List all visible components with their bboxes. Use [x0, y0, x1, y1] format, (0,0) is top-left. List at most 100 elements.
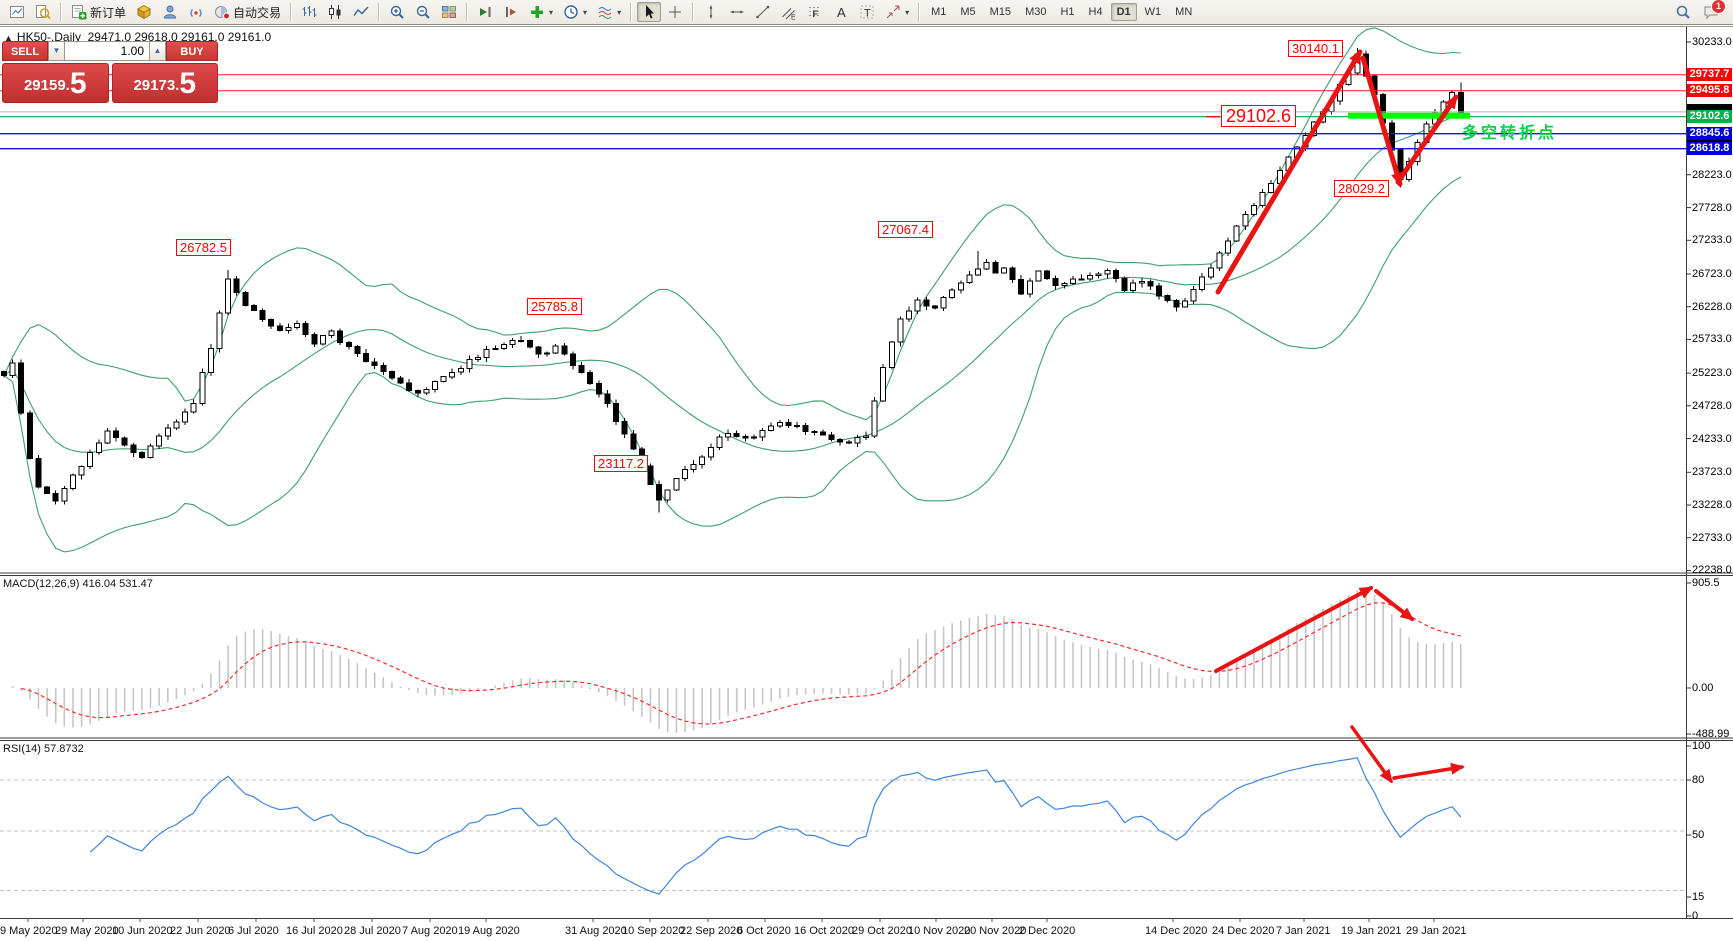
sell-price[interactable]: 29159. 5	[2, 63, 109, 103]
svg-text:A: A	[837, 5, 846, 20]
buy-button[interactable]: BUY	[166, 41, 218, 61]
price-axis-tick: 27728.0	[1692, 202, 1732, 214]
candle-chart-mode-button[interactable]	[323, 2, 347, 22]
price-badge-28845.6: 28845.6	[1687, 127, 1732, 140]
timeframe-m5-button[interactable]: M5	[960, 6, 976, 18]
timeframe-d1-button[interactable]: D1	[1110, 3, 1137, 21]
date-axis-label: 29 May 2020	[55, 925, 119, 937]
volume-decrease-button[interactable]: ▼	[48, 41, 65, 61]
horizontal-line-button[interactable]	[725, 2, 749, 22]
line-chart-mode-icon	[353, 4, 369, 20]
svg-text:E: E	[791, 15, 796, 21]
auto-scroll-button[interactable]	[473, 2, 497, 22]
new-chart-icon	[9, 4, 25, 20]
arrows-tool-button[interactable]: ▾	[881, 2, 913, 22]
tile-windows-icon	[441, 4, 457, 20]
chart-shift-button[interactable]	[499, 2, 523, 22]
date-axis-label: 7 Aug 2020	[402, 925, 458, 937]
chart-preview-button[interactable]	[31, 2, 55, 22]
periods-button[interactable]: ▾	[559, 2, 591, 22]
dropdown-caret-icon: ▾	[905, 7, 910, 17]
one-click-trade-panel: SELL ▼ 1.00 ▲ BUY 29159. 5 29173. 5	[2, 41, 218, 103]
chart-shift-icon	[503, 4, 519, 20]
turning-level-label[interactable]: 29102.6	[1221, 105, 1297, 127]
horizontal-line-icon	[729, 4, 745, 20]
bar-chart-mode-button[interactable]	[297, 2, 321, 22]
signals-icon	[188, 4, 204, 20]
sell-button[interactable]: SELL	[2, 41, 48, 61]
macd-axis-tick: 0.00	[1692, 682, 1714, 694]
collapse-trade-panel-icon[interactable]: ▲	[4, 33, 13, 43]
market-watch-button[interactable]	[132, 2, 156, 22]
price-annotation-label[interactable]: 30140.1	[1288, 40, 1343, 57]
price-annotation-label[interactable]: 28029.2	[1334, 180, 1389, 197]
tile-windows-button[interactable]	[437, 2, 461, 22]
date-axis-label: 10 Jun 2020	[112, 925, 173, 937]
cursor-button[interactable]	[637, 2, 662, 22]
timeframe-h4-button[interactable]: H4	[1088, 6, 1103, 18]
price-annotation-label[interactable]: 27067.4	[878, 221, 933, 238]
buy-price[interactable]: 29173. 5	[111, 63, 218, 103]
text-button[interactable]: A	[829, 2, 853, 22]
toolbar-separator	[290, 3, 293, 21]
trend-line-icon	[755, 4, 771, 20]
text-label-button[interactable]: T	[855, 2, 879, 22]
timeframe-h1-button[interactable]: H1	[1060, 6, 1075, 18]
trend-line-button[interactable]	[751, 2, 775, 22]
date-axis-label: 2 Dec 2020	[1019, 925, 1076, 937]
price-annotation-label[interactable]: 23117.2	[594, 455, 649, 472]
dropdown-caret-icon: ▾	[583, 7, 588, 17]
price-axis-tick: 28223.0	[1692, 169, 1732, 181]
zoom-in-icon	[389, 4, 405, 20]
date-axis-label: 29 Jan 2021	[1406, 925, 1467, 937]
zoom-in-button[interactable]	[385, 2, 409, 22]
new-order-icon	[71, 4, 87, 20]
profile-button[interactable]	[158, 2, 182, 22]
market-watch-icon	[136, 4, 152, 20]
price-axis-tick: 23723.0	[1692, 466, 1732, 478]
zoom-out-button[interactable]	[411, 2, 435, 22]
rsi-indicator-label: RSI(14) 57.8732	[3, 743, 84, 755]
indicators-icon	[529, 4, 545, 20]
fibonacci-button[interactable]: F	[803, 2, 827, 22]
signals-button[interactable]	[184, 2, 208, 22]
new-order-button[interactable]: 新订单	[67, 2, 130, 23]
price-axis-tick: 30233.0	[1692, 36, 1732, 48]
search-button[interactable]	[1675, 4, 1691, 20]
timeframe-mn-button[interactable]: MN	[1175, 6, 1193, 18]
turning-point-annotation-text[interactable]: 多空转折点	[1462, 125, 1558, 142]
zoom-out-icon	[415, 4, 431, 20]
date-axis-label: 14 Dec 2020	[1145, 925, 1208, 937]
volume-increase-button[interactable]: ▲	[149, 41, 166, 61]
vertical-line-button[interactable]	[699, 2, 723, 22]
notifications-button[interactable]: 1	[1703, 0, 1726, 20]
timeframe-w1-button[interactable]: W1	[1144, 6, 1162, 18]
timeframe-m15-button[interactable]: M15	[989, 6, 1012, 18]
price-axis-tick: 27233.0	[1692, 234, 1732, 246]
chart-preview-icon	[35, 4, 51, 20]
new-chart-button[interactable]	[5, 2, 29, 22]
crosshair-button[interactable]	[663, 2, 687, 22]
price-annotation-label[interactable]: 25785.8	[527, 298, 582, 315]
toolbar-separator	[378, 3, 381, 21]
svg-text:F: F	[813, 9, 819, 19]
symbol-timeframe-label: HK50-,Daily	[16, 30, 81, 44]
auto-trading-button[interactable]: 自动交易	[210, 2, 285, 23]
price-annotation-label[interactable]: 26782.5	[176, 239, 231, 256]
price-axis-tick: 25733.0	[1692, 333, 1732, 345]
date-axis-label: 6 Jul 2020	[228, 925, 279, 937]
line-chart-mode-button[interactable]	[349, 2, 373, 22]
text-icon: A	[833, 4, 849, 20]
timeframe-m1-button[interactable]: M1	[931, 6, 947, 18]
volume-input[interactable]: 1.00	[65, 41, 149, 61]
equidistant-channel-button[interactable]: E	[777, 2, 801, 22]
price-axis-tick: 24233.0	[1692, 433, 1732, 445]
date-axis-label: 7 Jan 2021	[1276, 925, 1331, 937]
crosshair-icon	[667, 4, 683, 20]
macd-axis-tick: -488.99	[1692, 728, 1730, 740]
indicators-button[interactable]: ▾	[525, 2, 557, 22]
templates-button[interactable]: ▾	[593, 2, 625, 22]
timeframe-m30-button[interactable]: M30	[1025, 6, 1047, 18]
